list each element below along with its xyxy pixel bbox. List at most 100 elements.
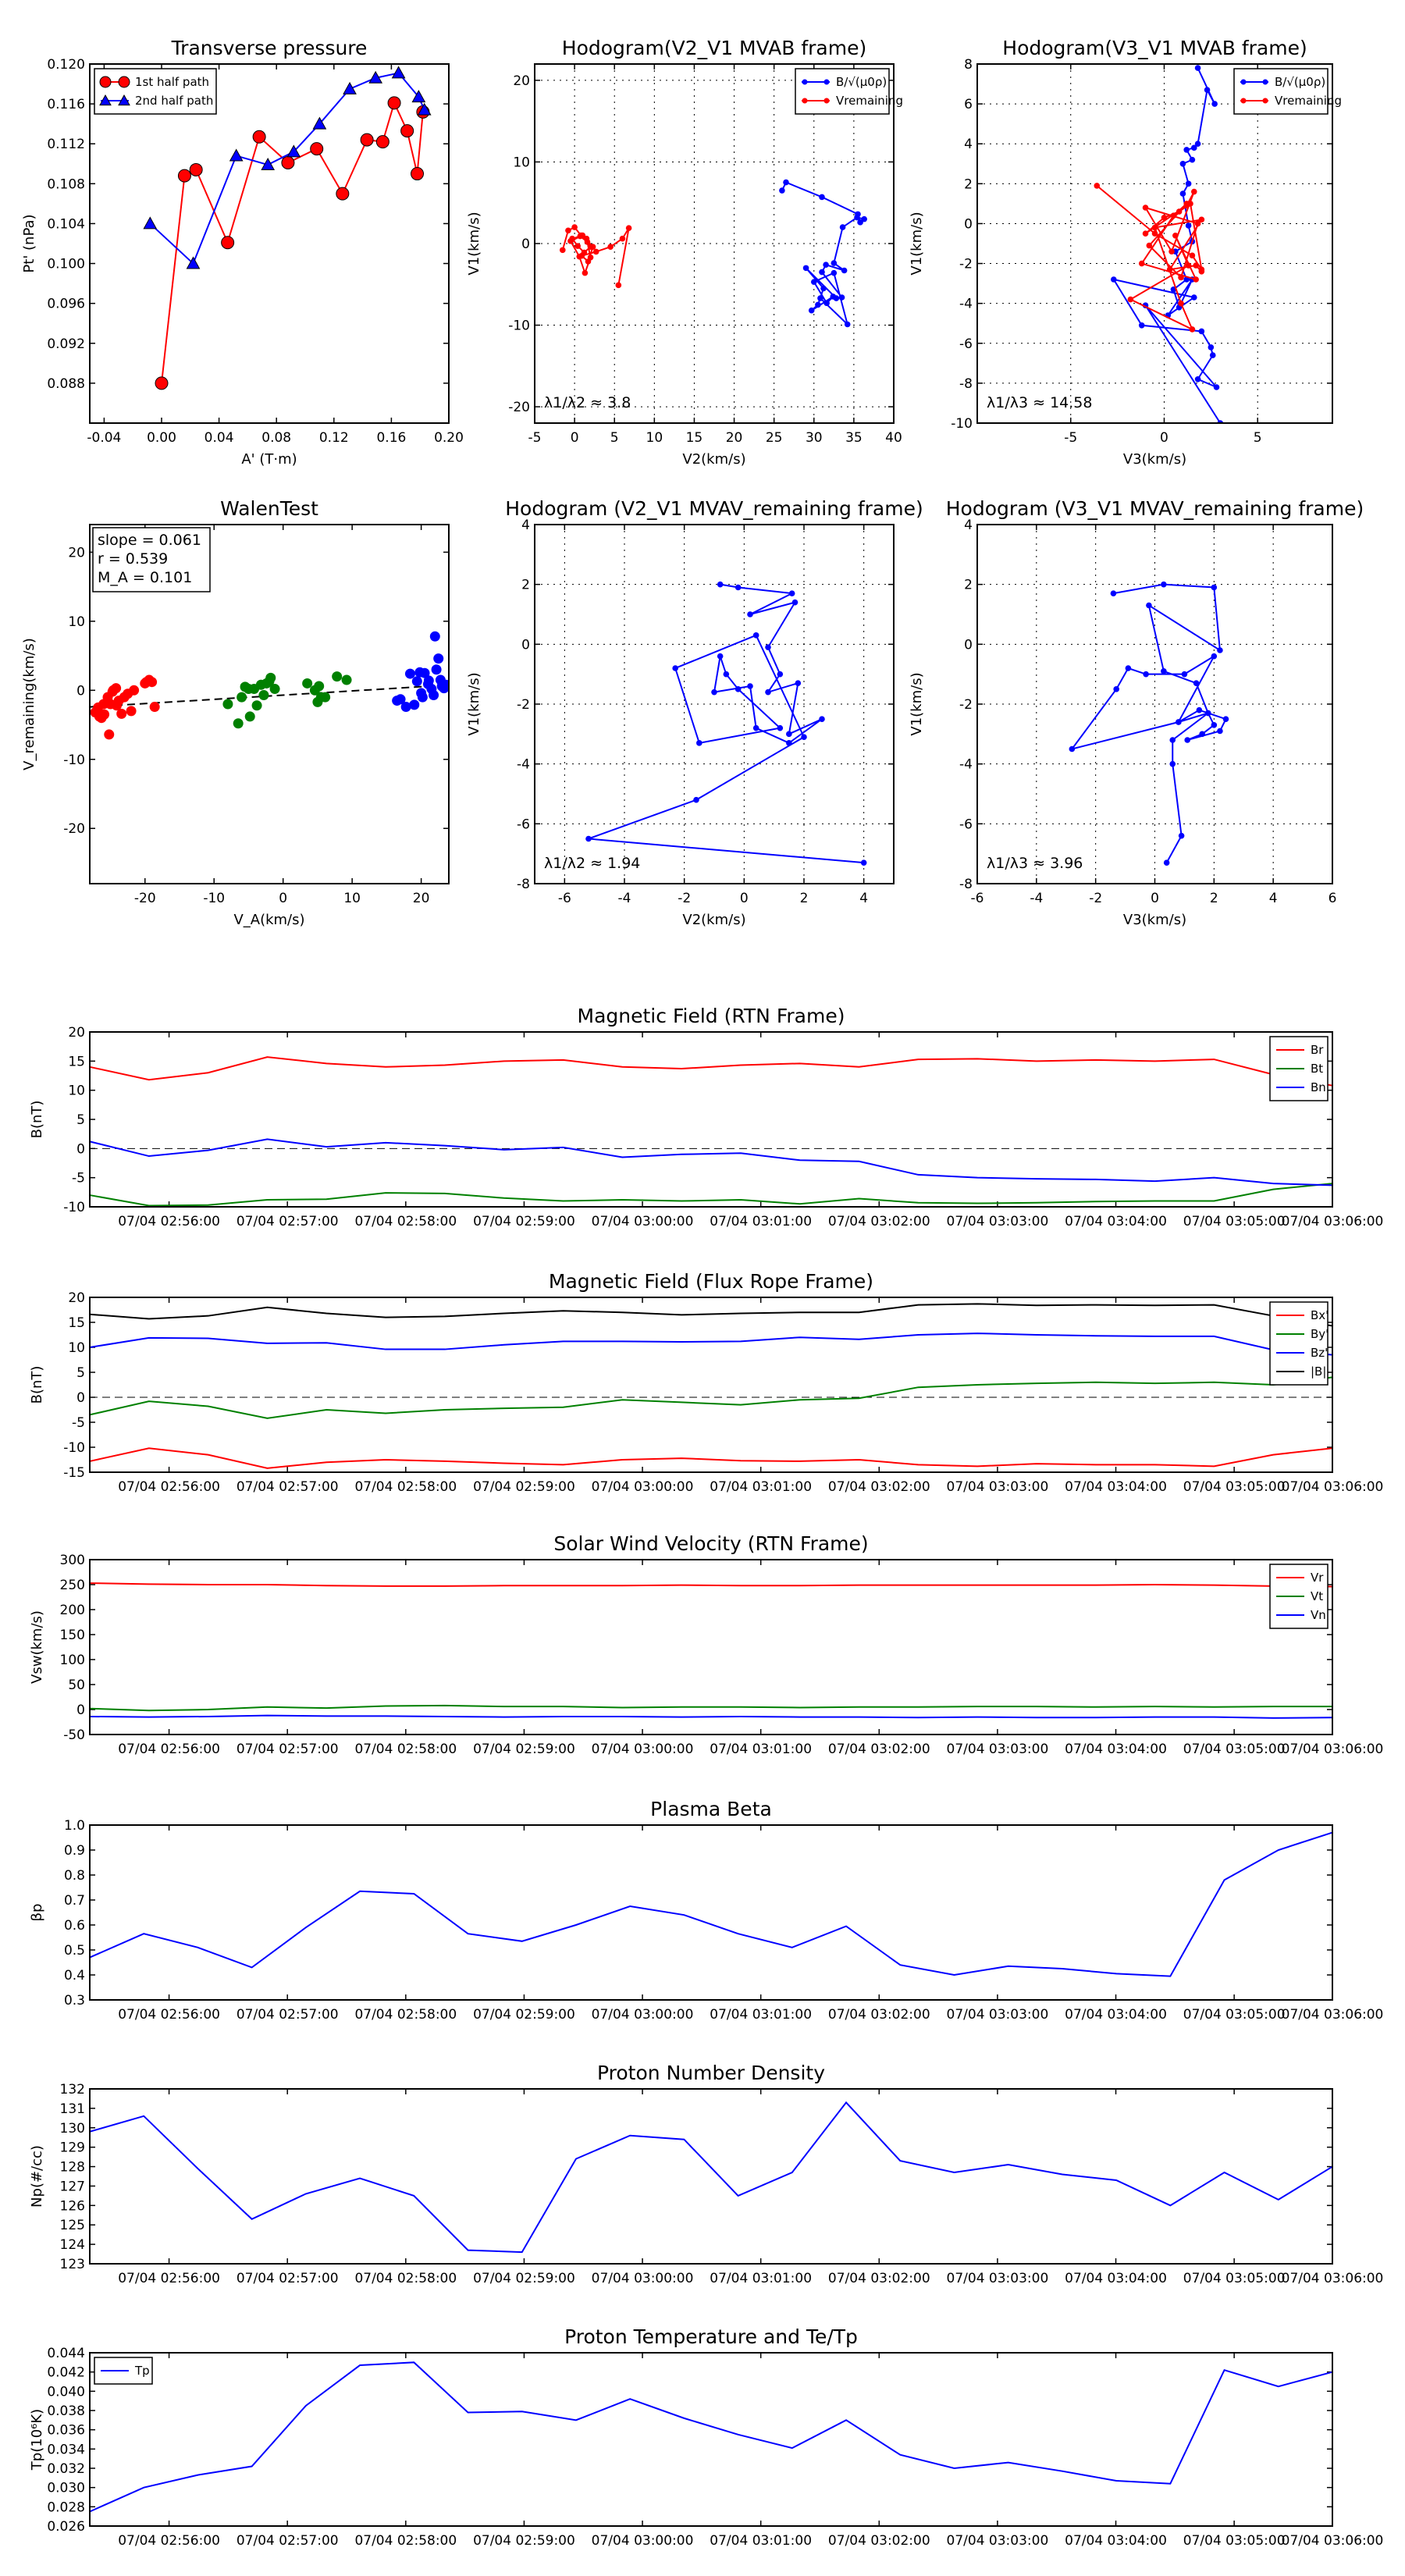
beta-ytick-label: 0.8 (64, 1868, 85, 1884)
hodo1-legend-dot (802, 79, 808, 85)
hodo3-point (788, 590, 795, 596)
vel-xtick-label: 07/04 03:03:00 (947, 1742, 1049, 1757)
pt-point (391, 66, 406, 79)
walen-point (417, 692, 428, 703)
hodo3-xtick-label: -2 (678, 891, 691, 906)
pt-xtick-label: 0.00 (147, 430, 176, 446)
hodo4-ytick-label: -8 (959, 877, 973, 892)
hodo2-point (1111, 276, 1117, 283)
tp-xtick-label: 07/04 02:58:00 (354, 2533, 457, 2549)
mag_rtn-legend-label: Bn (1311, 1080, 1326, 1094)
mag_fr-xtick-label: 07/04 03:05:00 (1183, 1479, 1286, 1495)
pt-legend-point (118, 94, 130, 106)
vel-panel: Solar Wind Velocity (RTN Frame) -50 0 50 100… (29, 1532, 1383, 1757)
walen-xtick-label: 10 (343, 891, 361, 906)
hodo2-point (1179, 160, 1186, 167)
mag_rtn-ytick-label: 10 (68, 1083, 85, 1099)
np-series-line (89, 2101, 1333, 2254)
hodo2-point (1094, 183, 1101, 189)
hodo2-point (1176, 208, 1183, 215)
hodo4-point (1222, 716, 1229, 722)
vel-xtick-label: 07/04 03:05:00 (1183, 1742, 1286, 1757)
mag_fr-ytick-label: -10 (63, 1440, 85, 1456)
hodo4-point (1146, 602, 1152, 609)
hodo4-panel: Hodogram (V3_V1 MVAV_remaining frame)-8-… (909, 497, 1364, 928)
walen-ylabel: V_remaining(km/s) (21, 638, 37, 770)
hodo3-panel: Hodogram (V2_V1 MVAV_remaining frame) -8 -… (466, 497, 923, 928)
hodo3-point (801, 734, 807, 740)
pt-point (221, 236, 235, 250)
pt-plot (143, 66, 432, 390)
walen-title: WalenTest (220, 497, 318, 520)
np-xtick-label: 07/04 03:04:00 (1065, 2271, 1167, 2286)
mag_fr-series-line (89, 1447, 1333, 1469)
hodo1-point (819, 194, 825, 201)
hodo2-xlabel: V3(km/s) (1123, 451, 1186, 468)
mag_fr-series-line (89, 1332, 1333, 1356)
hodo2-point (1127, 296, 1134, 303)
hodo2-ytick-label: 4 (964, 137, 973, 152)
hodo1-ytick-label: -20 (508, 400, 530, 415)
pt-frame (89, 63, 450, 424)
hodo1-point (857, 219, 863, 226)
pt-xlabel: A' (T·m) (241, 451, 297, 468)
tp-ytick-label: 0.040 (47, 2384, 85, 2400)
mag_fr-legend-label: Bx' (1311, 1308, 1329, 1322)
pt-ytick-label: 0.120 (47, 57, 85, 73)
hodo2-point (1142, 205, 1149, 211)
mag_rtn-title: Magnetic Field (RTN Frame) (578, 1005, 845, 1027)
walen-point (94, 711, 105, 722)
hodo1-legend-dot (823, 98, 830, 104)
hodo3-ylabel: V1(km/s) (466, 672, 482, 735)
hodo1-point (839, 224, 846, 230)
hodo3-point (672, 665, 678, 671)
pt-point (368, 70, 383, 84)
beta-xtick-label: 07/04 02:56:00 (118, 2007, 220, 2023)
np-ytick-label: 124 (60, 2237, 85, 2253)
hodo3-point (795, 680, 802, 686)
pt-point (360, 133, 374, 147)
hodo2-point (1213, 384, 1220, 390)
mag_fr-xtick-label: 07/04 02:57:00 (237, 1479, 339, 1495)
beta-xtick-label: 07/04 03:00:00 (592, 2007, 694, 2023)
hodo1-point (619, 235, 626, 242)
walen-point (251, 700, 262, 711)
walen-point (414, 667, 425, 678)
pt-point (411, 90, 426, 103)
tp-xtick-label: 07/04 03:01:00 (710, 2533, 812, 2549)
mag_rtn-xtick-label: 07/04 03:03:00 (947, 1214, 1049, 1229)
mag_fr-legend-label: Bz' (1311, 1346, 1328, 1360)
hodo1-xtick-label: 0 (571, 430, 579, 446)
mag_rtn-xtick-label: 07/04 03:00:00 (592, 1214, 694, 1229)
hodo4-point (1169, 737, 1176, 743)
walen-stats-line: slope = 0.061 (98, 532, 201, 549)
walen-point (98, 699, 109, 710)
hodo2-ylabel: V1(km/s) (909, 212, 925, 275)
hodo3-ytick-label: 0 (521, 637, 530, 653)
vel-ytick-label: 100 (60, 1653, 85, 1668)
tp-ytick-label: 0.044 (47, 2346, 85, 2361)
tp-ytick-label: 0.034 (47, 2442, 85, 2457)
pt-ytick-label: 0.092 (47, 336, 85, 352)
hodo3-point (777, 671, 784, 678)
hodo1-point (585, 258, 592, 265)
hodo1-xtick-label: -5 (528, 430, 542, 446)
hodo2-point (1208, 344, 1215, 350)
mag_fr-xtick-label: 07/04 03:00:00 (592, 1479, 694, 1495)
np-panel: Proton Number Density 123 124 125 126 127 128 1… (29, 2062, 1383, 2286)
hodo3-ytick-label: -2 (517, 697, 530, 713)
tp-ytick-label: 0.026 (47, 2519, 85, 2535)
np-ytick-label: 125 (60, 2218, 85, 2233)
walen-point (104, 729, 115, 740)
pt-point (143, 216, 158, 229)
hodo1-point (578, 252, 585, 259)
hodo4-point (1163, 859, 1170, 866)
mag_fr-ytick-label: 20 (68, 1290, 85, 1306)
mag_fr-panel: Magnetic Field (Flux Rope Frame) -15 -10 -5… (29, 1270, 1383, 1495)
pt-legend-label: 2nd half path (135, 94, 213, 108)
tp-frame (89, 2352, 1333, 2527)
mag_fr-xtick-label: 07/04 03:01:00 (710, 1479, 812, 1495)
np-ytick-label: 132 (60, 2082, 85, 2097)
mag_fr-xtick-label: 07/04 03:06:00 (1282, 1479, 1384, 1495)
walen-point (302, 678, 313, 688)
